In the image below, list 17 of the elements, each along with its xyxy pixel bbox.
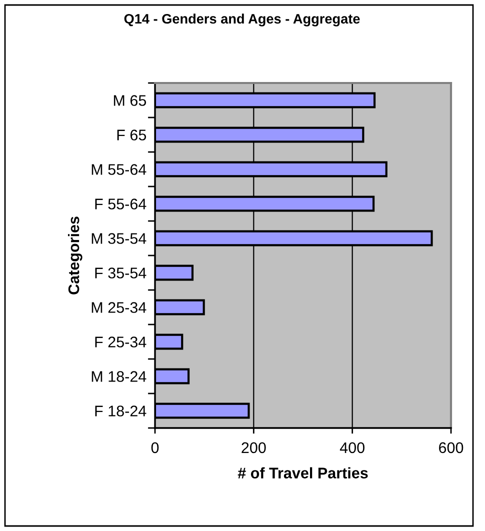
y-tick-label: M 35-54 <box>92 233 146 244</box>
x-axis-title: # of Travel Parties <box>238 467 368 478</box>
x-tick-label: 400 <box>340 442 364 454</box>
y-tick-label: M 65 <box>114 95 146 106</box>
x-tick-label: 200 <box>242 442 266 454</box>
x-tick-label: 0 <box>151 442 159 454</box>
y-tick-label: F 35-54 <box>95 268 146 278</box>
y-tick-label: F 55-64 <box>95 198 146 210</box>
y-tick-label: F 18-24 <box>95 406 146 416</box>
y-tick-label: F 65 <box>117 130 146 140</box>
y-tick-label: F 25-34 <box>95 336 146 348</box>
y-tick-label: M 18-24 <box>92 371 146 382</box>
y-axis-title: Categories <box>68 216 82 294</box>
chart-title: Q14 - Genders and Ages - Aggregate <box>124 14 360 26</box>
y-tick-label: M 55-64 <box>92 164 146 175</box>
x-tick-label: 600 <box>439 442 464 454</box>
y-tick-label: M 25-34 <box>92 302 146 313</box>
